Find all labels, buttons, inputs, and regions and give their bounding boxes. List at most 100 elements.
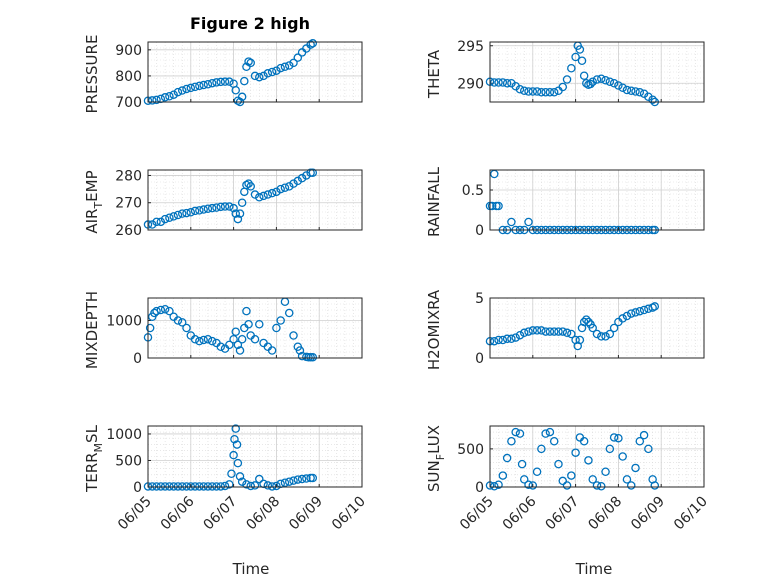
data-point — [152, 217, 161, 227]
data-point — [233, 458, 243, 468]
data-point — [169, 90, 178, 99]
subplot-grid: 700 800 900 PRESSURE 290 295 THETA 260 270 280 AIR… — [83, 35, 711, 534]
data-point — [165, 482, 174, 491]
axes-box — [489, 169, 705, 231]
data-point — [554, 327, 563, 336]
data-point — [235, 472, 245, 481]
data-point — [145, 323, 155, 333]
data-point — [588, 77, 597, 87]
data-point — [644, 444, 653, 454]
data-point — [235, 346, 245, 355]
data-point — [537, 326, 546, 335]
data-point — [571, 448, 580, 457]
data-point — [308, 39, 318, 48]
data-point — [212, 78, 221, 87]
data-point — [231, 327, 240, 336]
y-tick-label: 290 — [457, 76, 484, 92]
data-point — [237, 477, 247, 486]
data-point — [272, 187, 281, 197]
data-point — [631, 87, 640, 96]
data-point — [498, 335, 508, 345]
y-axis-label: H2OMIXRA — [425, 289, 443, 370]
data-point — [554, 459, 563, 469]
y-tick-label: 500 — [457, 442, 484, 458]
data-point — [231, 209, 240, 218]
data-point — [293, 176, 303, 186]
data-point — [507, 334, 516, 344]
data-point — [177, 482, 187, 491]
data-point — [229, 334, 238, 344]
data-point — [289, 476, 298, 485]
y-tick-label: 800 — [115, 69, 142, 85]
data-point — [635, 88, 645, 97]
data-point — [515, 330, 525, 340]
data-point — [528, 481, 538, 490]
data-point — [295, 346, 305, 355]
data-point — [165, 92, 174, 101]
data-point — [650, 302, 660, 311]
data-point — [622, 311, 632, 321]
plot-area — [148, 298, 362, 358]
data-point — [220, 481, 230, 491]
y-tick-label: 900 — [115, 43, 142, 59]
x-tick-label: 06/07 — [201, 494, 241, 534]
x-tick-label: 06/06 — [500, 493, 540, 533]
data-point — [635, 436, 645, 446]
data-point — [562, 328, 572, 338]
data-point — [490, 336, 499, 346]
data-point — [549, 436, 559, 446]
data-point — [537, 88, 546, 97]
data-point — [190, 82, 200, 92]
data-point — [190, 334, 200, 344]
data-point — [186, 482, 196, 491]
data-point — [567, 471, 576, 480]
data-point — [592, 75, 602, 84]
data-point — [524, 87, 533, 96]
data-point — [242, 480, 251, 489]
data-point — [490, 481, 499, 491]
axes-box — [489, 297, 705, 359]
data-point — [609, 79, 619, 88]
data-point — [148, 220, 157, 229]
data-point — [511, 333, 520, 342]
data-point — [195, 206, 204, 215]
x-axis-label-left: Time — [232, 560, 270, 578]
data-point — [584, 456, 593, 465]
data-point — [225, 480, 234, 489]
data-point — [152, 306, 161, 316]
y-tick-label: 0 — [475, 223, 484, 239]
subplot-mixdepth: 0 1000 MIXDEPTH — [83, 291, 363, 369]
data-point — [588, 323, 597, 333]
data-point — [308, 473, 318, 483]
data-point — [528, 326, 538, 335]
data-point — [259, 191, 268, 201]
data-point — [487, 201, 497, 211]
data-point — [502, 453, 512, 463]
data-point — [571, 52, 580, 62]
data-point — [631, 308, 640, 317]
data-point — [267, 188, 277, 198]
data-point — [255, 319, 264, 329]
data-point — [182, 482, 191, 491]
data-point — [515, 429, 525, 438]
plot-area — [148, 170, 362, 230]
subplot-theta: 290 295 THETA — [425, 39, 705, 107]
y-axis-label: RAINFALL — [425, 166, 443, 237]
data-point — [207, 336, 217, 346]
data-point — [558, 476, 568, 486]
data-point — [579, 71, 589, 81]
data-point — [231, 86, 240, 95]
axes-box — [147, 297, 363, 359]
data-point — [639, 430, 649, 440]
data-point — [250, 334, 260, 344]
data-point — [597, 481, 606, 491]
data-point — [597, 74, 606, 84]
data-point — [231, 424, 240, 433]
data-point — [532, 467, 542, 476]
data-point — [250, 481, 260, 490]
data-point — [609, 323, 619, 333]
data-point — [494, 480, 503, 489]
y-axis-label: MIXDEPTH — [83, 291, 101, 369]
data-point — [263, 190, 273, 199]
axes-box — [147, 41, 363, 103]
